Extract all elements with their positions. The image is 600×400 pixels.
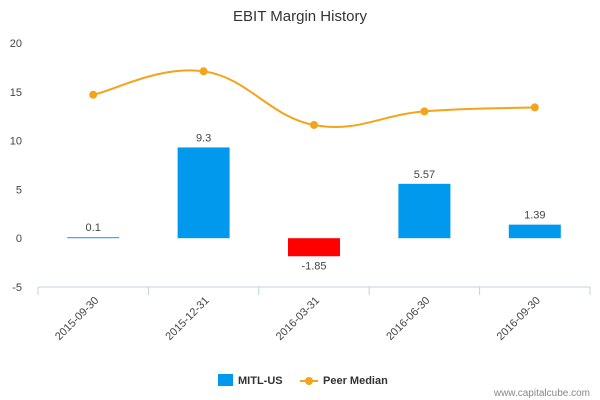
bar-value-label: 1.39	[524, 210, 545, 222]
peer-median-point	[89, 90, 98, 99]
credit-text: www.capitalcube.com	[493, 388, 590, 399]
legend-bar-label: MITL-US	[238, 375, 283, 387]
legend-line-label: Peer Median	[323, 375, 388, 387]
y-tick-label: -5	[12, 282, 22, 294]
legend: MITL-US Peer Median	[218, 374, 388, 387]
y-tick-label: 10	[10, 136, 22, 148]
x-tick-label: 2016-03-31	[274, 295, 322, 343]
bar-series	[67, 147, 561, 257]
bar	[67, 237, 120, 239]
bar	[398, 183, 451, 239]
bar	[288, 238, 340, 257]
bar-value-label: -1.85	[301, 260, 326, 272]
x-tick-label: 2016-09-30	[495, 295, 543, 343]
bar-value-label: 9.3	[196, 132, 211, 144]
x-tick-label: 2015-12-31	[163, 295, 211, 343]
bar-value-label: 5.57	[414, 169, 435, 181]
bar	[177, 147, 230, 239]
bar	[508, 224, 561, 239]
x-tick-label: 2015-09-30	[53, 295, 101, 343]
legend-line-marker	[305, 377, 313, 385]
x-tick-label: 2016-06-30	[384, 295, 432, 343]
peer-median-line	[92, 69, 535, 128]
chart-title: EBIT Margin History	[233, 8, 367, 25]
bar-data-labels: 0.1 9.3 -1.85 5.57 1.39	[86, 132, 546, 272]
y-tick-label: 5	[16, 184, 22, 196]
peer-median-point	[199, 67, 208, 76]
line-series	[89, 67, 539, 129]
legend-bar-swatch	[218, 374, 233, 386]
peer-median-point	[420, 107, 429, 116]
x-axis: 2015-09-30 2015-12-31 2016-03-31 2016-06-30…	[37, 286, 591, 343]
y-tick-label: 0	[16, 233, 22, 245]
peer-median-point	[530, 103, 539, 112]
y-tick-label: 15	[10, 87, 22, 99]
y-axis-ticks: -5 0 5 10 15 20	[10, 38, 22, 294]
bar-value-label: 0.1	[86, 222, 101, 234]
peer-median-point	[310, 120, 318, 129]
y-tick-label: 20	[10, 38, 22, 50]
